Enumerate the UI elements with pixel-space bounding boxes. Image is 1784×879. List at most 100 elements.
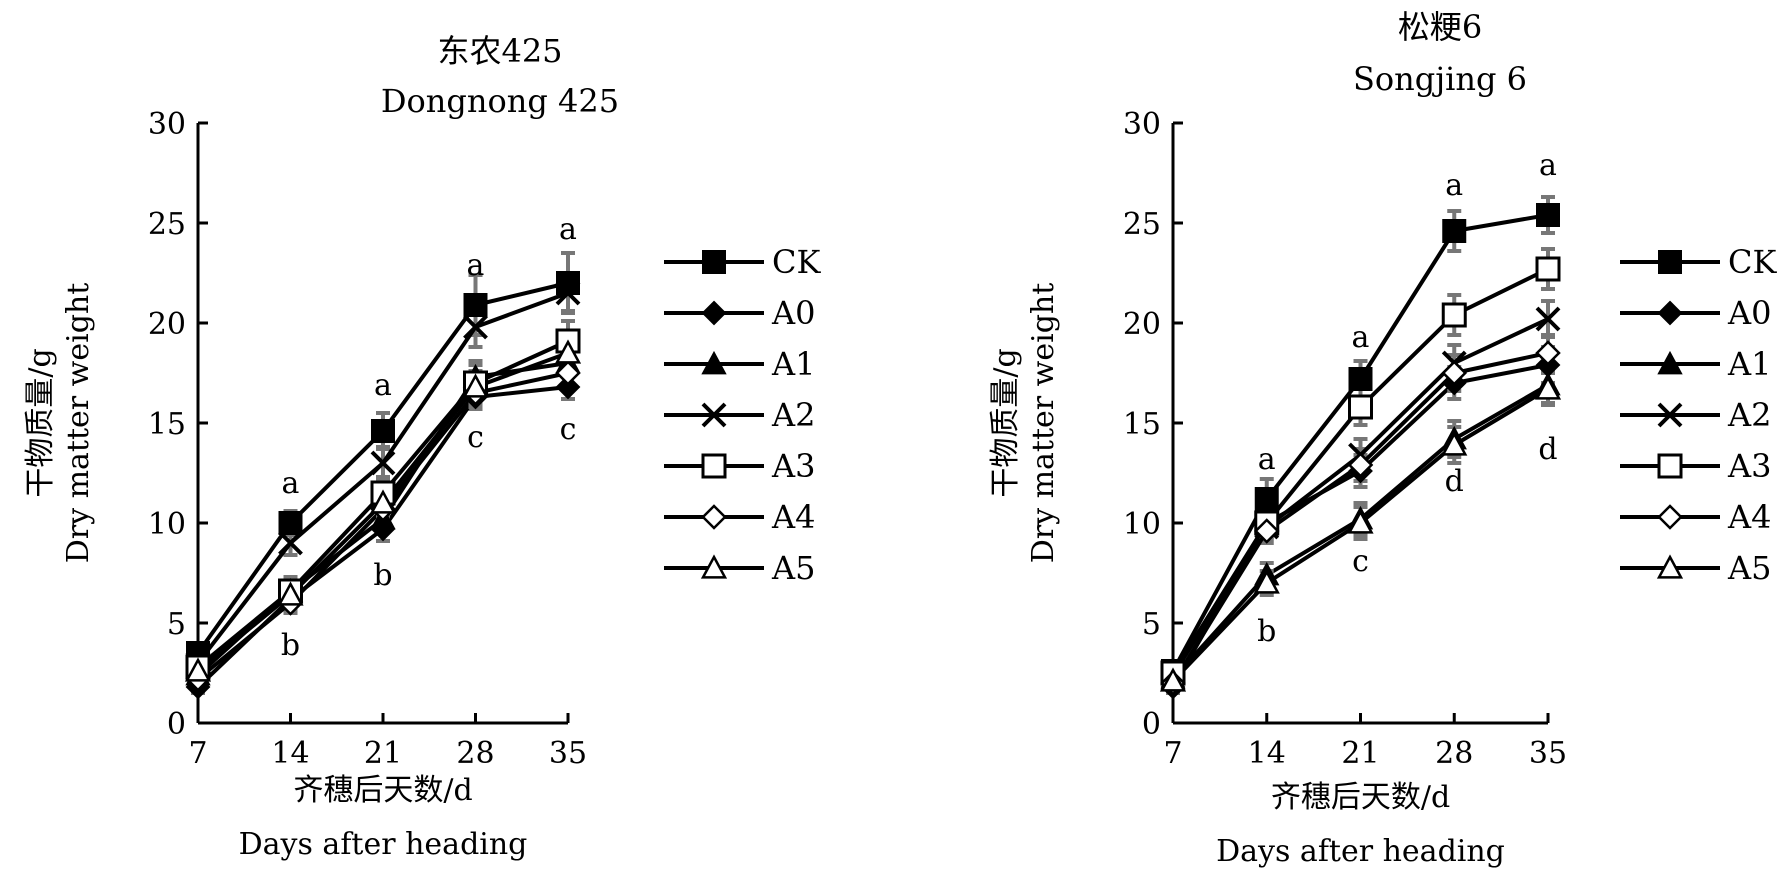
significance-letter: b bbox=[373, 558, 392, 593]
significance-letter: c bbox=[560, 412, 577, 447]
legend-marker bbox=[701, 402, 727, 428]
data-point bbox=[1442, 219, 1467, 243]
y-tick-label: 5 bbox=[1142, 607, 1161, 642]
y-tick-label: 10 bbox=[148, 507, 186, 542]
significance-letter: d bbox=[1538, 432, 1557, 467]
legend-marker bbox=[701, 300, 727, 326]
legend-marker bbox=[1657, 350, 1683, 375]
data-point bbox=[371, 419, 395, 443]
legend-marker bbox=[1657, 402, 1683, 428]
chart-subtitle: Dongnong 425 bbox=[381, 82, 619, 120]
data-point bbox=[555, 280, 581, 306]
legend-item-a2: A2 bbox=[664, 396, 815, 434]
series-a2 bbox=[191, 273, 575, 671]
data-point bbox=[1348, 394, 1373, 420]
legend-label: A5 bbox=[1727, 549, 1771, 587]
x-tick-label: 21 bbox=[1341, 736, 1379, 771]
data-point bbox=[369, 489, 397, 514]
legend-marker bbox=[1657, 504, 1683, 530]
data-point bbox=[1535, 340, 1561, 366]
data-point bbox=[1535, 306, 1561, 332]
legend-item-a4: A4 bbox=[1620, 498, 1771, 536]
significance-letter: a bbox=[1258, 442, 1276, 477]
data-point bbox=[1535, 256, 1561, 282]
legend-item-a1: A1 bbox=[664, 345, 815, 383]
significance-letter: a bbox=[467, 248, 485, 283]
legend-marker bbox=[700, 554, 728, 579]
significance-letter: a bbox=[559, 212, 577, 247]
legend-label: A1 bbox=[1727, 345, 1771, 383]
x-axis-title-en: Days after heading bbox=[1216, 834, 1505, 869]
legend-item-a3: A3 bbox=[664, 447, 815, 485]
legend-label: A1 bbox=[771, 345, 815, 383]
y-axis-title: 干物质量/g bbox=[23, 348, 58, 497]
legend-item-ck: CK bbox=[1620, 243, 1777, 281]
x-axis-title: 齐穗后天数/d bbox=[293, 773, 472, 808]
data-point bbox=[554, 339, 582, 364]
significance-letter: c bbox=[467, 420, 484, 455]
legend-label: A2 bbox=[771, 396, 815, 434]
data-point bbox=[1534, 375, 1562, 400]
legend-item-ck: CK bbox=[664, 243, 821, 281]
significance-letter: c bbox=[1352, 544, 1369, 579]
markers-a4 bbox=[1160, 340, 1561, 696]
legend-marker bbox=[701, 350, 727, 375]
data-point bbox=[555, 360, 581, 386]
significance-letter: a bbox=[1352, 320, 1370, 355]
markers-a5 bbox=[184, 339, 582, 682]
x-tick-label: 14 bbox=[1248, 736, 1286, 771]
y-axis-title: 干物质量/g bbox=[988, 348, 1023, 497]
y-tick-label: 25 bbox=[1123, 207, 1161, 242]
chart-title: 东农425 bbox=[437, 32, 562, 70]
chart-songjing-6: 0 5 10 15 20 25 30 7 14 21 28 35 a b a c a d a d 松粳6 Songjing… bbox=[988, 8, 1777, 869]
legend-label: A3 bbox=[771, 447, 815, 485]
y-tick-label: 30 bbox=[1123, 107, 1161, 142]
x-tick-label: 7 bbox=[1163, 736, 1182, 771]
legend-label: CK bbox=[772, 243, 821, 281]
legend-item-a3: A3 bbox=[1620, 447, 1771, 485]
y-tick-label: 30 bbox=[148, 107, 186, 142]
y-tick-label: 0 bbox=[167, 707, 186, 742]
legend-item-a1: A1 bbox=[1620, 345, 1771, 383]
significance-letter: a bbox=[1539, 148, 1557, 183]
data-point bbox=[1441, 360, 1468, 386]
significance-letter: d bbox=[1445, 464, 1464, 499]
y-tick-label: 10 bbox=[1123, 507, 1161, 542]
data-point bbox=[1347, 452, 1374, 478]
legend: CK A0 A1 A2 A3 A4 A5 bbox=[1620, 243, 1777, 587]
x-tick-label: 28 bbox=[456, 736, 494, 771]
legend-marker bbox=[1658, 250, 1682, 274]
legend-label: A4 bbox=[771, 498, 815, 536]
legend-marker bbox=[701, 453, 727, 479]
data-point bbox=[277, 581, 304, 606]
y-axis-title-en: Dry matter weight bbox=[1026, 283, 1061, 564]
legend-item-a5: A5 bbox=[1620, 549, 1771, 587]
chart-subtitle: Songjing 6 bbox=[1353, 60, 1527, 98]
x-tick-label: 14 bbox=[271, 736, 309, 771]
chart-dongnong-425: 0 5 10 15 20 25 30 7 14 21 28 35 a b a b a c a c 东农425 Dongno… bbox=[23, 32, 821, 862]
chart-title: 松粳6 bbox=[1398, 8, 1482, 46]
legend-label: CK bbox=[1728, 243, 1777, 281]
y-axis-title-en: Dry matter weight bbox=[61, 283, 96, 564]
x-tick-label: 35 bbox=[549, 736, 587, 771]
legend: CK A0 A1 A2 A3 A4 A5 bbox=[664, 243, 821, 587]
data-point bbox=[184, 657, 212, 682]
x-tick-label: 21 bbox=[364, 736, 402, 771]
x-tick-label: 28 bbox=[1435, 736, 1473, 771]
legend-marker bbox=[1657, 453, 1683, 479]
data-point bbox=[1253, 518, 1280, 544]
legend-marker bbox=[702, 250, 726, 274]
x-tick-label: 35 bbox=[1529, 736, 1567, 771]
legend-label: A0 bbox=[771, 294, 815, 332]
legend-marker bbox=[701, 504, 727, 530]
significance-letter: a bbox=[282, 466, 300, 501]
significance-letter: b bbox=[1257, 614, 1276, 649]
significance-letter: b bbox=[281, 628, 300, 663]
significance-letter: a bbox=[374, 368, 392, 403]
y-tick-label: 15 bbox=[1123, 407, 1161, 442]
data-point bbox=[1347, 509, 1374, 534]
legend-label: A3 bbox=[1727, 447, 1771, 485]
y-tick-label: 5 bbox=[167, 607, 186, 642]
data-point bbox=[463, 293, 488, 317]
markers-a5 bbox=[1159, 375, 1562, 692]
